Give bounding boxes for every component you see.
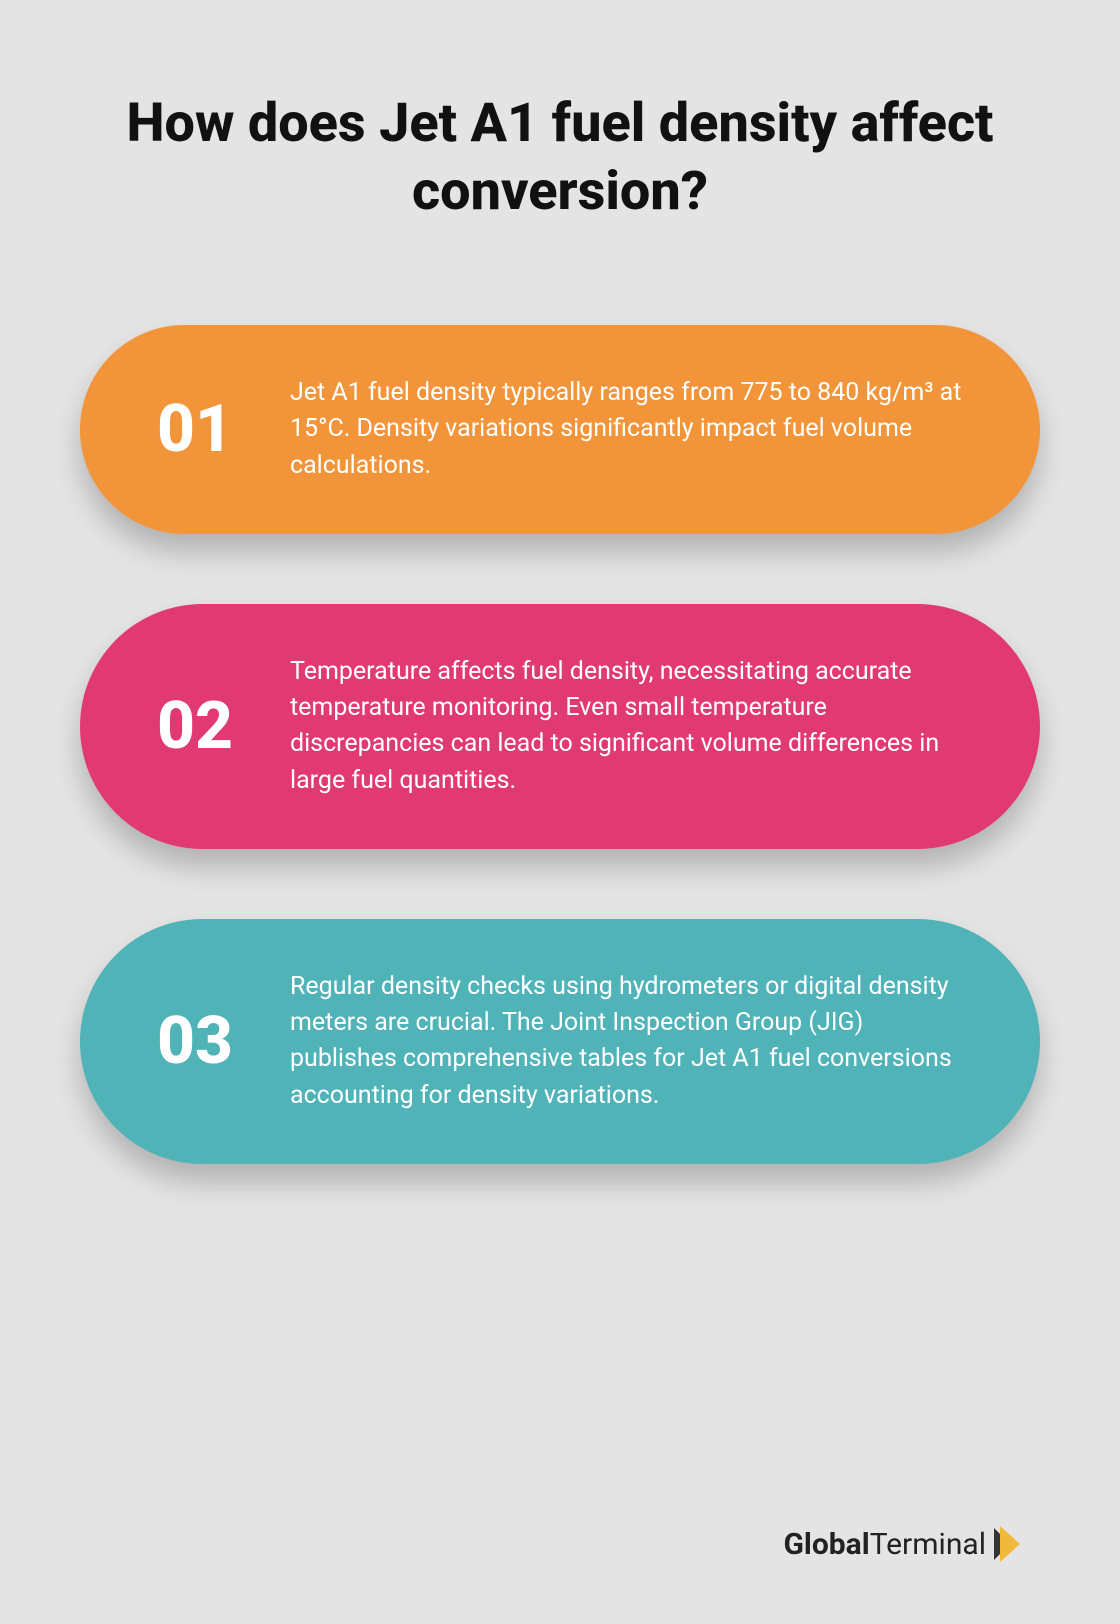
- pill-number: 01: [140, 391, 250, 468]
- chevron-right-icon: [990, 1524, 1030, 1564]
- pill-number: 02: [140, 688, 250, 765]
- pill-text: Jet A1 fuel density typically ranges fro…: [290, 375, 970, 484]
- logo-text: GlobalTerminal: [783, 1527, 986, 1562]
- info-pill-1: 01 Jet A1 fuel density typically ranges …: [80, 325, 1040, 534]
- logo-normal: Terminal: [870, 1527, 986, 1562]
- pill-text: Temperature affects fuel density, necess…: [290, 654, 970, 799]
- info-pill-2: 02 Temperature affects fuel density, nec…: [80, 604, 1040, 849]
- page-title: How does Jet A1 fuel density affect conv…: [80, 90, 1040, 225]
- logo-bold: Global: [783, 1527, 869, 1562]
- brand-logo: GlobalTerminal: [783, 1524, 1030, 1564]
- pill-text: Regular density checks using hydrometers…: [290, 969, 970, 1114]
- info-pill-3: 03 Regular density checks using hydromet…: [80, 919, 1040, 1164]
- pill-number: 03: [140, 1003, 250, 1080]
